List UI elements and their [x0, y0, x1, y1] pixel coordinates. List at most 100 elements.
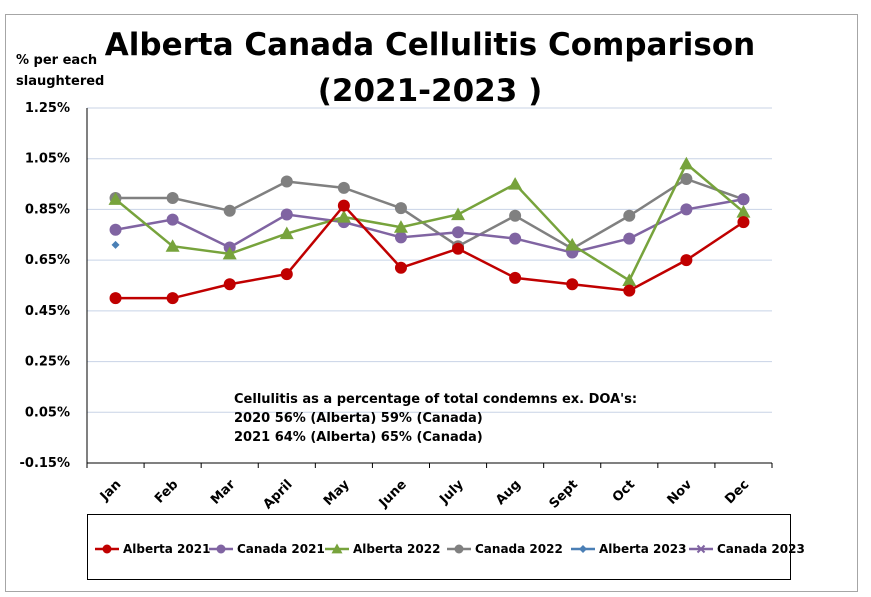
data-point: [508, 177, 523, 190]
x-tick-label: Feb: [152, 477, 181, 506]
data-point: [102, 544, 112, 554]
data-point: [393, 220, 408, 233]
data-point: [222, 246, 237, 260]
legend-item: Canada 2022: [446, 541, 563, 557]
data-point: [622, 273, 637, 287]
data-point: [679, 156, 694, 170]
chart-annotation: Cellulitis as a percentage of total cond…: [234, 390, 637, 447]
x-tick-label: Nov: [665, 477, 696, 508]
series-canada-2022: [109, 173, 750, 255]
annotation-line-2: 2020 56% (Alberta) 59% (Canada): [234, 411, 483, 426]
data-point: [509, 271, 522, 284]
data-point: [737, 216, 750, 229]
data-point: [279, 226, 294, 240]
y-tick-label: 1.25%: [25, 101, 70, 116]
data-point: [737, 193, 750, 206]
data-point: [509, 209, 522, 222]
data-point: [336, 210, 351, 223]
x-tick-label: Oct: [610, 477, 638, 505]
legend-swatch: [325, 543, 349, 554]
y-tick-label: 0.65%: [25, 253, 70, 268]
data-point: [108, 192, 123, 205]
legend-item: Canada 2023: [688, 541, 805, 557]
series-line: [114, 161, 745, 283]
legend-swatch: [447, 544, 471, 554]
data-point: [216, 544, 226, 554]
data-point-stroke: [696, 544, 706, 554]
legend-swatch: [571, 545, 595, 553]
y-tick-label: 0.85%: [25, 202, 70, 217]
data-point: [579, 545, 587, 553]
data-point: [696, 544, 706, 554]
legend-label: Alberta 2021: [123, 542, 211, 556]
data-point: [736, 204, 751, 218]
data-point: [111, 240, 120, 249]
data-point: [566, 278, 579, 291]
x-tick-label: July: [436, 477, 467, 508]
x-tick-label: Aug: [493, 477, 524, 508]
series-alberta-2023: [111, 240, 120, 249]
legend-label: Canada 2022: [475, 542, 563, 556]
series-line: [115, 177, 744, 251]
data-point: [166, 213, 179, 226]
data-point: [509, 232, 522, 245]
chart-legend: Alberta 2021 Canada 2021 Alberta 2022 Canad…: [87, 514, 805, 580]
data-point: [337, 181, 350, 194]
x-tick-label: June: [376, 477, 410, 511]
y-axis-label-line-2: slaughtered: [16, 74, 105, 89]
x-tick-label: Dec: [722, 477, 752, 507]
data-point: [394, 231, 407, 244]
data-point: [452, 242, 465, 255]
x-tick-label: May: [321, 477, 353, 509]
y-tick-label: -0.15%: [20, 456, 71, 471]
data-point: [623, 284, 636, 297]
data-point: [680, 173, 693, 185]
data-point: [394, 261, 407, 274]
chart-title-line-2: (2021-2023 ): [317, 73, 543, 109]
legend-label: Alberta 2022: [353, 542, 441, 556]
data-point: [165, 239, 180, 252]
data-point: [565, 237, 580, 251]
legend-label: Canada 2021: [237, 542, 325, 556]
y-tick-label: 1.05%: [25, 152, 70, 167]
data-point: [280, 175, 293, 188]
data-point: [680, 203, 693, 216]
data-point: [223, 278, 236, 291]
legend-swatch: [209, 544, 233, 554]
x-tick-label: Mar: [208, 477, 239, 508]
chart-frame: [5, 14, 858, 592]
x-tick-label: April: [260, 477, 295, 512]
data-point: [623, 232, 636, 245]
legend-swatch: [689, 544, 713, 554]
y-axis-label-line-1: % per each: [16, 53, 98, 68]
series-line: [115, 203, 745, 300]
legend-label: Alberta 2023: [599, 542, 687, 556]
data-point: [223, 204, 236, 217]
data-point: [394, 202, 407, 215]
legend-item: Alberta 2022: [324, 541, 440, 557]
data-point: [623, 209, 636, 222]
legend-item: Alberta 2023: [570, 541, 686, 557]
legend-item: Alberta 2021: [94, 541, 210, 557]
data-point: [109, 223, 122, 236]
legend-item: Canada 2021: [208, 541, 325, 557]
y-tick-label: 0.05%: [25, 405, 70, 420]
data-point: [452, 226, 465, 239]
data-point: [451, 207, 466, 221]
data-point: [166, 292, 179, 305]
x-tick-label: Sept: [547, 477, 581, 511]
data-point: [331, 543, 343, 554]
data-point: [109, 292, 122, 305]
data-point: [680, 254, 693, 267]
annotation-line-3: 2021 64% (Alberta) 65% (Canada): [234, 430, 483, 445]
data-point: [337, 199, 350, 212]
chart-title: Alberta Canada Cellulitis Comparison (20…: [80, 22, 780, 114]
legend-label: Canada 2023: [717, 542, 805, 556]
data-point: [280, 268, 293, 281]
data-point: [280, 208, 293, 221]
x-tick-label: Jan: [97, 477, 124, 504]
series-alberta-2021: [109, 199, 750, 305]
chart-title-line-1: Alberta Canada Cellulitis Comparison: [104, 27, 756, 63]
y-tick-label: 0.45%: [25, 304, 70, 319]
